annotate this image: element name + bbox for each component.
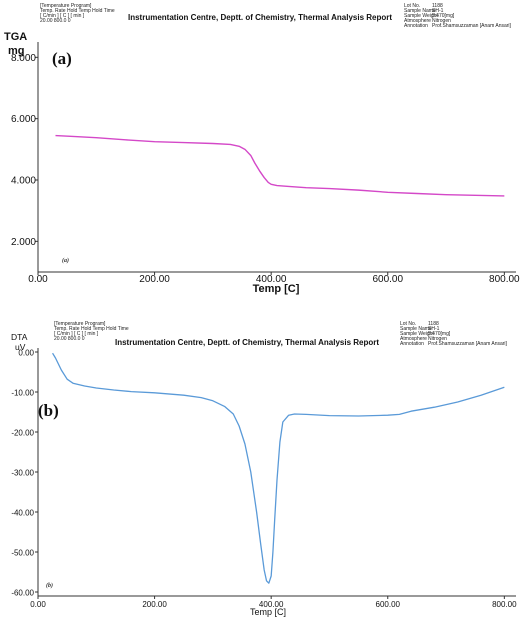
- x-tick-label: 600.00: [376, 600, 401, 609]
- info-label: Atmosphere: [404, 18, 431, 24]
- x-tick-label: 800.00: [489, 274, 520, 285]
- y-tick-label: 0.00: [18, 349, 34, 358]
- program-line: Temp. Rate Hold Temp Hold Time: [54, 326, 129, 332]
- info-value: Prof.Shamsuzzaman [Anam Ansari]: [432, 23, 512, 29]
- info-label: Sample Weight: [400, 331, 434, 337]
- y-tick-label: 6.000: [11, 114, 36, 125]
- chart-panel-b: [Temperature Program]Temp. Rate Hold Tem…: [11, 321, 517, 617]
- x-axis-label: Temp [C]: [250, 607, 286, 617]
- x-tick-label: 0.00: [30, 600, 46, 609]
- info-label: Sample Name: [404, 8, 436, 14]
- panel-inner-label: (a): [62, 257, 69, 264]
- info-value: 1188: [432, 3, 443, 9]
- x-tick-label: 200.00: [139, 274, 170, 285]
- y-tick-label: 8.000: [11, 53, 36, 64]
- y-tick-label: 4.000: [11, 176, 36, 187]
- x-tick-label: 400.00: [256, 274, 287, 285]
- program-line: 20.00 800.0 0: [54, 336, 85, 342]
- y-tick-label: -20.00: [11, 429, 34, 438]
- x-tick-label: 0.00: [28, 274, 48, 285]
- y-tick-label: -50.00: [11, 549, 34, 558]
- x-tick-label: 600.00: [372, 274, 403, 285]
- info-value: 5.470[mg]: [428, 331, 451, 337]
- chart-panel-a: [Temperature Program]Temp. Rate Hold Tem…: [4, 3, 520, 295]
- info-value: SH-1: [432, 8, 444, 14]
- x-tick-label: 400.00: [259, 600, 284, 609]
- info-label: Lot No.: [400, 321, 416, 327]
- info-label: Atmosphere: [400, 336, 427, 342]
- info-label: Sample Weight: [404, 13, 438, 19]
- series-line: [55, 134, 505, 197]
- y-tick-label: -40.00: [11, 509, 34, 518]
- info-label: Sample Name: [400, 326, 432, 332]
- y-tick-label: -10.00: [11, 389, 34, 398]
- info-label: Annotation: [404, 23, 428, 29]
- program-line: [ C/min ] [ C ] [ min ]: [54, 331, 99, 337]
- info-value: 5.470[mg]: [432, 13, 455, 19]
- panel-label: (b): [38, 401, 59, 420]
- panel-inner-label: (b): [46, 582, 53, 589]
- report-title: Instrumentation Centre, Deptt. of Chemis…: [128, 13, 392, 22]
- info-label: Annotation: [400, 341, 424, 347]
- info-value: 1188: [428, 321, 439, 327]
- y-axis-unit: uV: [15, 342, 26, 352]
- y-axis-label: TGA: [4, 31, 27, 43]
- program-line: Temp. Rate Hold Temp Hold Time: [40, 8, 115, 14]
- program-line: [ C/min ] [ C ] [ min ]: [40, 13, 85, 19]
- info-value: Nitrogen: [428, 336, 447, 342]
- y-tick-label: 2.000: [11, 237, 36, 248]
- y-tick-label: -60.00: [11, 589, 34, 598]
- x-tick-label: 200.00: [142, 600, 167, 609]
- info-value: SH-1: [428, 326, 440, 332]
- program-line: [Temperature Program]: [40, 3, 92, 9]
- info-value: Prof.Shamsuzzaman [Anam Ansari]: [428, 341, 508, 347]
- program-line: 20.00 800.0 0: [40, 18, 71, 24]
- info-label: Lot No.: [404, 3, 420, 9]
- y-axis-label: DTA: [11, 332, 28, 342]
- x-axis-label: Temp [C]: [253, 283, 300, 295]
- info-value: Nitrogen: [432, 18, 451, 24]
- series-line: [52, 352, 505, 584]
- report-title: Instrumentation Centre, Deptt. of Chemis…: [115, 338, 379, 347]
- x-tick-label: 800.00: [492, 600, 517, 609]
- y-axis-unit: mg: [8, 45, 25, 57]
- panel-label: (a): [52, 49, 72, 68]
- program-line: [Temperature Program]: [54, 321, 106, 327]
- y-tick-label: -30.00: [11, 469, 34, 478]
